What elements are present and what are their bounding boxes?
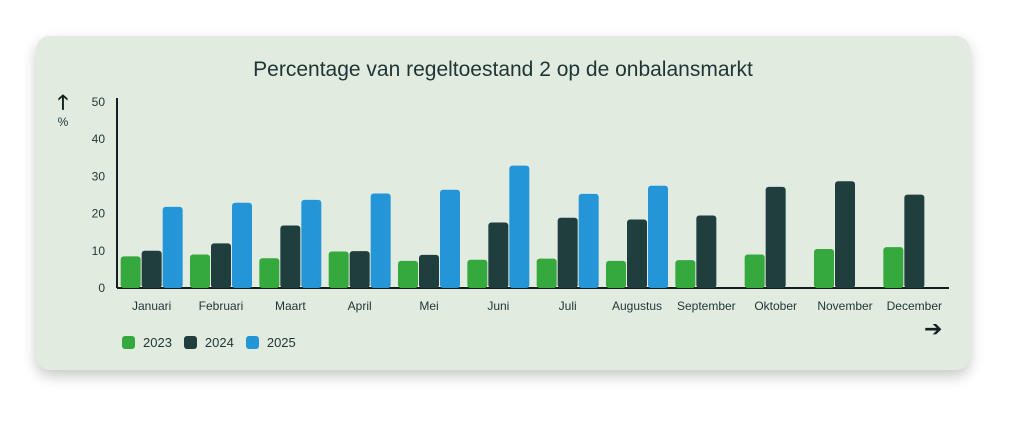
legend-swatch [245,336,259,349]
bar-2024-december [904,194,925,288]
y-tick-label: 0 [98,281,105,295]
bar-2024-september [696,215,717,288]
x-tick-label-juni: Juni [487,299,509,313]
bar-2025-augustus [648,185,668,288]
bar-2023-oktober [744,254,765,288]
arrow-up-icon: 🡑 [57,92,69,114]
bar-2024-augustus [627,219,647,288]
bar-2025-juli [578,193,599,288]
legend-swatch [122,336,135,349]
bar-2025-juni [509,165,530,288]
y-tick-label: 10 [92,244,106,258]
legend-item-2023: 2023 [122,335,172,350]
legend-swatch [183,336,197,349]
bar-2023-maart [259,258,280,288]
x-tick-label-februari: Februari [199,299,244,313]
y-tick-label: 40 [92,132,106,146]
bar-2024-juli [557,217,578,288]
chart-title: Percentage van regeltoestand 2 op de onb… [253,58,753,81]
x-tick-label-augustus: Augustus [612,299,662,313]
y-tick-label: 20 [92,207,106,221]
bar-2023-februari [190,254,210,288]
bar-2024-juni [488,222,509,288]
bar-2025-maart [301,199,322,288]
y-tick-label: 30 [92,169,106,183]
bar-2023-december [883,247,904,288]
bar-2025-mei [440,189,460,288]
bar-2023-augustus [606,260,626,288]
bar-2024-oktober [765,186,786,288]
chart-card: Percentage van regeltoestand 2 op de onb… [36,36,970,370]
bar-2025-februari [232,202,252,288]
x-tick-label-september: September [677,299,736,313]
bar-2023-november [814,248,834,288]
bar-2024-mei [419,254,439,288]
bar-2023-april [328,251,349,288]
bar-2025-januari [162,206,183,288]
bar-2023-juli [536,258,557,288]
bar-2023-mei [398,260,418,288]
legend-label: 2024 [204,335,234,350]
legend-label: 2023 [143,335,172,350]
x-tick-label-april: April [348,299,372,313]
legend-item-2024: 2024 [183,335,234,350]
bar-chart: 0 10 20 30 40 50 Januari Februari Maart April Mei J… [92,95,949,313]
bar-2024-april [349,251,370,288]
x-tick-label-juli: Juli [559,299,577,313]
arrow-right-icon: ➔ [924,316,943,341]
x-tick-label-oktober: Oktober [754,299,797,313]
y-axis-unit: % [57,115,69,129]
x-tick-label-december: December [887,299,942,313]
bar-2023-september [675,260,696,288]
x-tick-label-mei: Mei [419,299,438,313]
bar-2024-maart [280,225,301,288]
y-tick-label: 50 [92,95,106,109]
x-tick-label-maart: Maart [275,299,306,313]
bar-2024-november [835,181,855,288]
bar-2024-januari [141,250,162,288]
y-axis-label-group: 🡑 % [52,93,74,129]
legend: 2023 2024 2025 [122,335,296,350]
bar-2024-februari [211,243,231,288]
bar-2023-januari [120,256,141,288]
bar-2025-april [370,193,391,288]
x-tick-label-november: November [817,299,872,313]
bar-2023-juni [467,259,488,288]
legend-label: 2025 [266,335,296,350]
x-tick-label-januari: Januari [132,299,171,313]
legend-item-2025: 2025 [245,335,296,350]
